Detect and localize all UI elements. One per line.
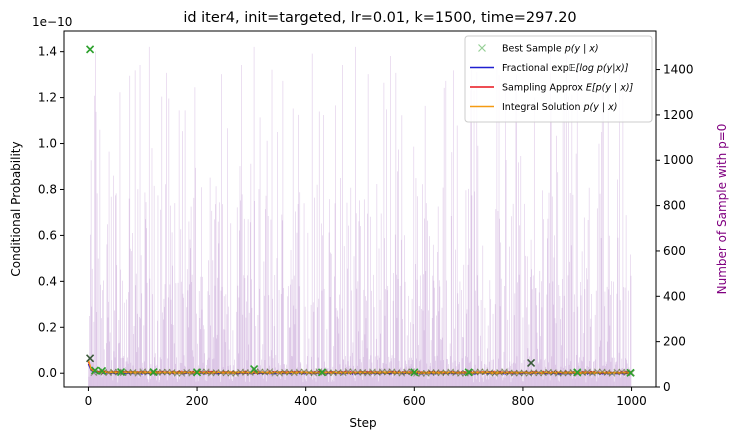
legend-marker-icon (478, 44, 486, 52)
marker-band-point (427, 369, 435, 376)
legend-label-math: p(y | x) (583, 102, 618, 113)
best-sample-point (410, 368, 419, 377)
marker-band-point (515, 369, 523, 377)
y-tick-label: 1.4 (38, 45, 57, 59)
marker-band-point (310, 369, 318, 377)
marker-band-point (613, 368, 621, 376)
best-sample-point (192, 368, 202, 377)
x-tick-label: 400 (294, 394, 317, 408)
y2-tick-label: 1000 (663, 153, 694, 167)
best-sample-point (116, 368, 126, 377)
legend-label: Sampling Approx E[p(y | x)] (502, 83, 634, 94)
best-sample-point (86, 354, 95, 363)
x-axis-label: Step (349, 416, 376, 430)
plot-frame (63, 30, 657, 388)
marker-band-point (266, 368, 274, 376)
marker-band-point (584, 368, 591, 376)
best-sample-point (464, 368, 473, 377)
marker-band-point (134, 369, 142, 377)
marker-band-point (173, 369, 181, 377)
best-sample-point (149, 368, 158, 377)
x-axis-ticks: 0 200 400 600 800 1000 (85, 387, 647, 408)
best-sample-point (527, 358, 536, 367)
best-sample-point (86, 45, 95, 54)
y2-tick-label: 400 (663, 289, 686, 303)
y2-tick-label: 1400 (663, 63, 694, 77)
legend-label-math: E[p(y | x)] (586, 83, 634, 94)
x-tick-label: 1000 (616, 394, 647, 408)
x-tick-label: 200 (186, 394, 209, 408)
legend-box (464, 35, 653, 123)
legend-label: Integral Solution p(y | x) (502, 102, 617, 113)
legend-label-text: Best Sample (502, 44, 565, 55)
marker-band-point (476, 368, 484, 376)
y-tick-label: 0.6 (38, 228, 57, 242)
legend-label: Best Sample p(y | x) (502, 44, 599, 55)
marker-band-point (178, 369, 186, 377)
best-sample-point (90, 366, 100, 375)
y2-axis-label: Number of Sample with p=0 (715, 124, 729, 295)
legend-label: Fractional exp𝔼[log p(y|x)] (502, 63, 629, 74)
marker-band-point (364, 369, 372, 377)
best-sample-point (573, 368, 582, 377)
legend: Best Sample p(y | x) Fractional exp𝔼[log … (464, 35, 653, 123)
best-sample-point (250, 365, 259, 374)
best-sample-point (317, 368, 327, 377)
legend-label-text: Integral Solution (502, 102, 584, 113)
y-tick-label: 0.2 (38, 320, 57, 334)
marker-band-point (398, 369, 406, 377)
legend-label-math: p(y | x) (564, 44, 599, 55)
y-tick-label: 1.0 (38, 137, 57, 151)
y-offset-text: 1e−10 (32, 15, 72, 29)
y-axis-ticks: 0.0 0.2 0.4 0.6 0.8 1.0 1.2 1.4 (38, 45, 64, 380)
marker-band-point (608, 369, 616, 377)
y-tick-label: 0.8 (38, 182, 57, 196)
chart-title: id iter4, init=targeted, lr=0.01, k=1500… (183, 10, 576, 26)
marker-band-point (589, 369, 596, 377)
y2-axis-ticks: 0 200 400 600 800 1000 1200 1400 (656, 63, 694, 394)
y2-tick-label: 800 (663, 199, 686, 213)
series-line (87, 359, 633, 375)
marker-band-point (202, 368, 210, 376)
y2-tick-label: 200 (663, 335, 686, 349)
marker-band-point (232, 369, 240, 377)
y-tick-label: 0.0 (38, 366, 57, 380)
y2-tick-label: 600 (663, 244, 686, 258)
y2-tick-label: 1200 (663, 108, 694, 122)
best-sample-point (97, 366, 107, 375)
y-tick-label: 0.4 (38, 274, 57, 288)
best-sample-point (626, 368, 635, 377)
y2-tick-label: 0 (663, 380, 671, 394)
y-axis-label: Conditional Probability (9, 141, 23, 276)
legend-label-text: Fractional exp (502, 63, 569, 74)
x-tick-label: 600 (403, 394, 426, 408)
best-sample-markers (86, 45, 635, 377)
x-tick-label: 800 (511, 394, 534, 408)
legend-label-text: Sampling Approx (502, 83, 586, 94)
x-tick-label: 0 (85, 394, 93, 408)
legend-label-math: 𝔼[log p(y|x)] (569, 63, 629, 74)
marker-band-point (339, 369, 347, 377)
y-tick-label: 1.2 (38, 91, 57, 105)
marker-band-point (271, 369, 279, 377)
